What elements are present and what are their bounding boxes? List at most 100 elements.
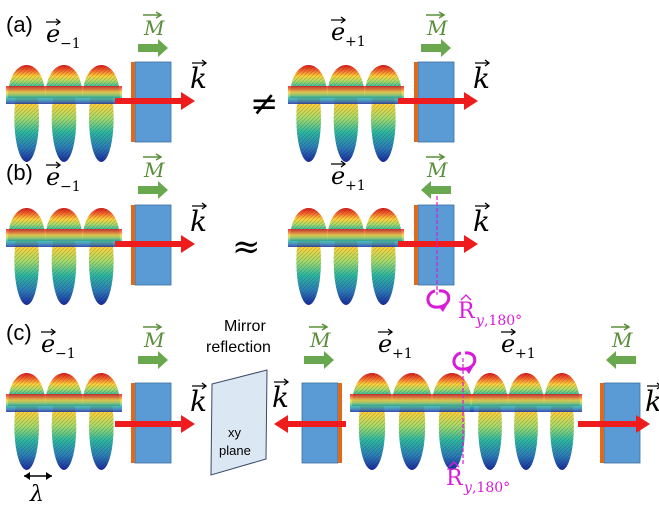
wavelength-symbol: λ — [29, 482, 44, 507]
m-arrow-b-left: M — [138, 153, 168, 199]
helix-c-right — [470, 373, 582, 470]
e-subscript: −1 — [55, 346, 76, 362]
m-arrow-shape — [304, 351, 334, 369]
m-arrow-shape — [606, 351, 636, 369]
helix-b-left — [6, 208, 122, 305]
m-arrow-c-right: M — [606, 323, 636, 369]
k-vector-arrow — [192, 59, 208, 67]
k-label: k — [190, 62, 207, 95]
panel-b-label: (b) — [6, 160, 33, 185]
e-base: e — [46, 163, 60, 191]
e-label-b-right: e +1 — [331, 160, 366, 194]
helix-b-right — [288, 208, 404, 305]
e-base: e — [331, 18, 345, 46]
e-subscript: −1 — [60, 36, 81, 52]
k-arrow-shape — [398, 92, 478, 110]
relation-a: ≠ — [250, 84, 279, 124]
helix-c-left — [6, 373, 122, 470]
k-vector-arrow — [192, 202, 208, 210]
m-vector-arrow — [426, 11, 446, 19]
m-arrow-shape — [138, 181, 168, 199]
e-label-c-left: e −1 — [41, 328, 76, 362]
m-label: M — [426, 16, 448, 40]
k-arrow-shape — [115, 92, 195, 110]
helix-band — [6, 229, 122, 247]
e-label-a-left: e −1 — [46, 18, 81, 52]
k-arrow-shape — [115, 235, 195, 253]
k-arrow-shape — [398, 235, 478, 253]
e-subscript: +1 — [345, 178, 366, 194]
m-arrow-shape — [138, 351, 168, 369]
k-arrow-a-left: k — [115, 59, 208, 110]
m-arrow-shape — [421, 39, 451, 57]
m-vector-arrow — [143, 323, 163, 331]
m-vector-arrow — [426, 153, 446, 161]
e-label-a-right: e +1 — [331, 16, 366, 50]
k-arrow-b-right: k — [398, 202, 491, 253]
e-subscript: +1 — [345, 34, 366, 50]
mirror-title-line1: Mirror — [224, 318, 266, 335]
e-label-b-left: e −1 — [46, 161, 81, 195]
e-base: e — [501, 330, 515, 358]
rotation-sub-axis: y — [463, 480, 473, 496]
k-vector-arrow — [475, 59, 491, 67]
e-label-c-mid: e +1 — [378, 328, 413, 362]
wavelength-marker: λ — [24, 472, 52, 507]
m-arrow-shape — [138, 39, 168, 57]
k-arrow-shape — [578, 415, 650, 433]
m-arrow-c-left: M — [138, 323, 168, 369]
e-base: e — [41, 330, 55, 358]
k-arrow-c-mirror — [274, 415, 346, 433]
relation-b: ≈ — [232, 227, 261, 267]
e-vector-arrow — [378, 328, 394, 336]
panel-c-label: (c) — [6, 320, 32, 345]
helix-band — [350, 394, 474, 412]
e-vector-arrow — [46, 18, 62, 26]
e-subscript: −1 — [60, 179, 81, 195]
m-label: M — [426, 158, 448, 182]
k-vector-arrow — [475, 202, 491, 210]
rotation-hat — [460, 294, 472, 301]
rotation-sub-angle: ,180° — [484, 313, 522, 329]
e-subscript: +1 — [515, 346, 536, 362]
k-label: k — [473, 205, 490, 238]
k-label: k — [645, 385, 659, 418]
e-subscript: +1 — [392, 346, 413, 362]
e-vector-arrow — [501, 328, 517, 336]
m-arrow-b-right: M — [421, 153, 451, 199]
helix-band — [6, 86, 122, 104]
k-arrow-shape — [274, 415, 346, 433]
k-arrow-b-left: k — [115, 202, 208, 253]
m-vector-arrow — [611, 323, 631, 331]
rotation-curl — [426, 289, 451, 309]
k-vector-arrow — [274, 378, 290, 386]
panel-a-label: (a) — [6, 12, 33, 37]
m-label: M — [309, 328, 331, 352]
m-label: M — [143, 328, 165, 352]
m-arrow-c-mirror: M — [304, 323, 334, 369]
k-arrow-c-left: k — [115, 382, 208, 433]
m-vector-arrow — [143, 11, 163, 19]
helix-band — [288, 86, 404, 104]
e-vector-arrow — [46, 161, 62, 169]
panel-c: (c) e −1 M k λ xy plane Mirror reflection… — [6, 318, 659, 507]
m-arrow-a-right: M — [421, 11, 451, 57]
helix-band — [288, 229, 404, 247]
m-label: M — [611, 328, 633, 352]
k-label: k — [272, 381, 289, 414]
e-label-c-right: e +1 — [501, 328, 536, 362]
k-label: k — [473, 62, 490, 95]
helix-band — [6, 394, 122, 412]
helix-c-mid — [350, 373, 474, 470]
rotation-arrowhead — [439, 305, 447, 312]
k-label: k — [190, 385, 207, 418]
rotation-sub-axis: y — [475, 313, 485, 329]
e-base: e — [378, 330, 392, 358]
m-arrow-shape — [421, 181, 451, 199]
panel-a: (a) e −1 M k ≠ e +1 M k — [6, 11, 491, 162]
e-base: e — [331, 162, 345, 190]
e-base: e — [46, 20, 60, 48]
